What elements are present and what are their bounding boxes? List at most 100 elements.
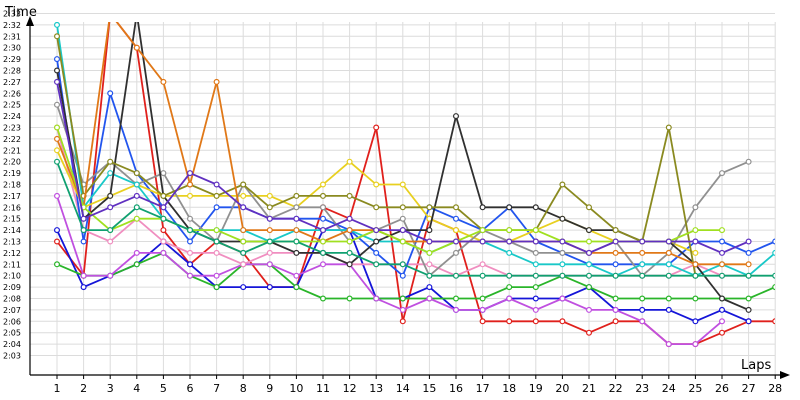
- x-tick-label: 26: [715, 382, 729, 395]
- y-axis-arrow-icon: [26, 16, 34, 26]
- data-point: [53, 227, 60, 234]
- x-tick-label: 12: [343, 382, 357, 395]
- data-point: [107, 204, 114, 211]
- y-tick-label: 2:07: [3, 306, 21, 315]
- data-point: [506, 318, 513, 325]
- y-tick-label: 2:32: [3, 21, 21, 30]
- data-point: [133, 204, 140, 211]
- y-tick-label: 2:16: [3, 203, 21, 212]
- data-point: [187, 249, 194, 256]
- y-tick-label: 2:25: [3, 101, 21, 110]
- data-point: [585, 204, 592, 211]
- axes: [26, 16, 790, 379]
- data-point: [532, 204, 539, 211]
- data-point: [266, 227, 273, 234]
- data-point: [453, 215, 460, 222]
- x-tick-label: 28: [768, 382, 782, 395]
- data-point: [53, 192, 60, 199]
- data-point: [665, 238, 672, 245]
- data-point: [346, 227, 353, 234]
- data-point: [187, 272, 194, 279]
- y-tick-label: 2:06: [3, 317, 21, 326]
- x-tick-label: 21: [582, 382, 596, 395]
- data-point: [399, 204, 406, 211]
- data-point: [346, 261, 353, 268]
- data-point: [479, 318, 486, 325]
- x-tick-label: 8: [240, 382, 247, 395]
- data-point: [160, 78, 167, 85]
- data-point: [80, 284, 87, 291]
- data-point: [718, 261, 725, 268]
- y-tick-label: 2:21: [3, 146, 21, 155]
- data-point: [426, 261, 433, 268]
- data-point: [718, 306, 725, 313]
- data-point: [187, 215, 194, 222]
- data-point: [53, 261, 60, 268]
- data-point: [320, 192, 327, 199]
- data-point: [639, 295, 646, 302]
- data-point: [373, 124, 380, 131]
- data-point: [53, 158, 60, 165]
- data-point: [639, 318, 646, 325]
- x-tick-label: 13: [369, 382, 383, 395]
- y-axis-title: Time: [4, 5, 37, 20]
- y-tick-label: 2:11: [3, 260, 21, 269]
- data-point: [639, 249, 646, 256]
- y-tick-label: 2:04: [3, 340, 21, 349]
- data-point: [506, 284, 513, 291]
- data-point: [293, 249, 300, 256]
- data-point: [479, 204, 486, 211]
- data-point: [453, 204, 460, 211]
- data-point: [240, 181, 247, 188]
- data-point: [320, 295, 327, 302]
- data-point: [213, 192, 220, 199]
- x-tick-label: 2: [80, 382, 87, 395]
- data-point: [53, 147, 60, 154]
- data-point: [532, 284, 539, 291]
- data-point: [585, 306, 592, 313]
- data-point: [320, 238, 327, 245]
- data-point: [213, 227, 220, 234]
- data-point: [745, 295, 752, 302]
- y-tick-label: 2:22: [3, 135, 21, 144]
- data-point: [506, 238, 513, 245]
- data-point: [160, 204, 167, 211]
- data-point: [133, 215, 140, 222]
- data-point: [293, 238, 300, 245]
- data-point: [559, 272, 566, 279]
- data-point: [346, 192, 353, 199]
- data-point: [399, 272, 406, 279]
- data-point: [293, 272, 300, 279]
- data-point: [612, 227, 619, 234]
- data-point: [107, 227, 114, 234]
- data-point: [53, 124, 60, 131]
- data-point: [160, 170, 167, 177]
- x-tick-label: 17: [476, 382, 490, 395]
- data-point: [107, 158, 114, 165]
- data-point: [346, 158, 353, 165]
- x-tick-labels: 1 2 3 4 5 6 7 8 9 10 11 12 13 14 15 16 17 18 19 20 21 22 23 24 2…: [54, 375, 782, 395]
- data-point: [293, 227, 300, 234]
- data-point: [399, 261, 406, 268]
- data-point: [585, 227, 592, 234]
- data-point: [559, 295, 566, 302]
- data-point: [160, 192, 167, 199]
- data-point: [718, 329, 725, 336]
- y-tick-label: 2:15: [3, 215, 21, 224]
- series-line: [56, 195, 723, 346]
- data-point: [399, 215, 406, 222]
- data-point: [692, 261, 699, 268]
- data-point: [718, 272, 725, 279]
- series-4: [53, 192, 725, 348]
- data-point: [585, 272, 592, 279]
- y-tick-label: 2:10: [3, 272, 21, 281]
- data-point: [293, 192, 300, 199]
- y-tick-label: 2:28: [3, 67, 21, 76]
- data-point: [240, 204, 247, 211]
- data-point: [320, 249, 327, 256]
- data-point: [107, 192, 114, 199]
- y-tick-label: 2:13: [3, 238, 21, 247]
- data-point: [399, 181, 406, 188]
- data-point: [692, 238, 699, 245]
- data-point: [266, 204, 273, 211]
